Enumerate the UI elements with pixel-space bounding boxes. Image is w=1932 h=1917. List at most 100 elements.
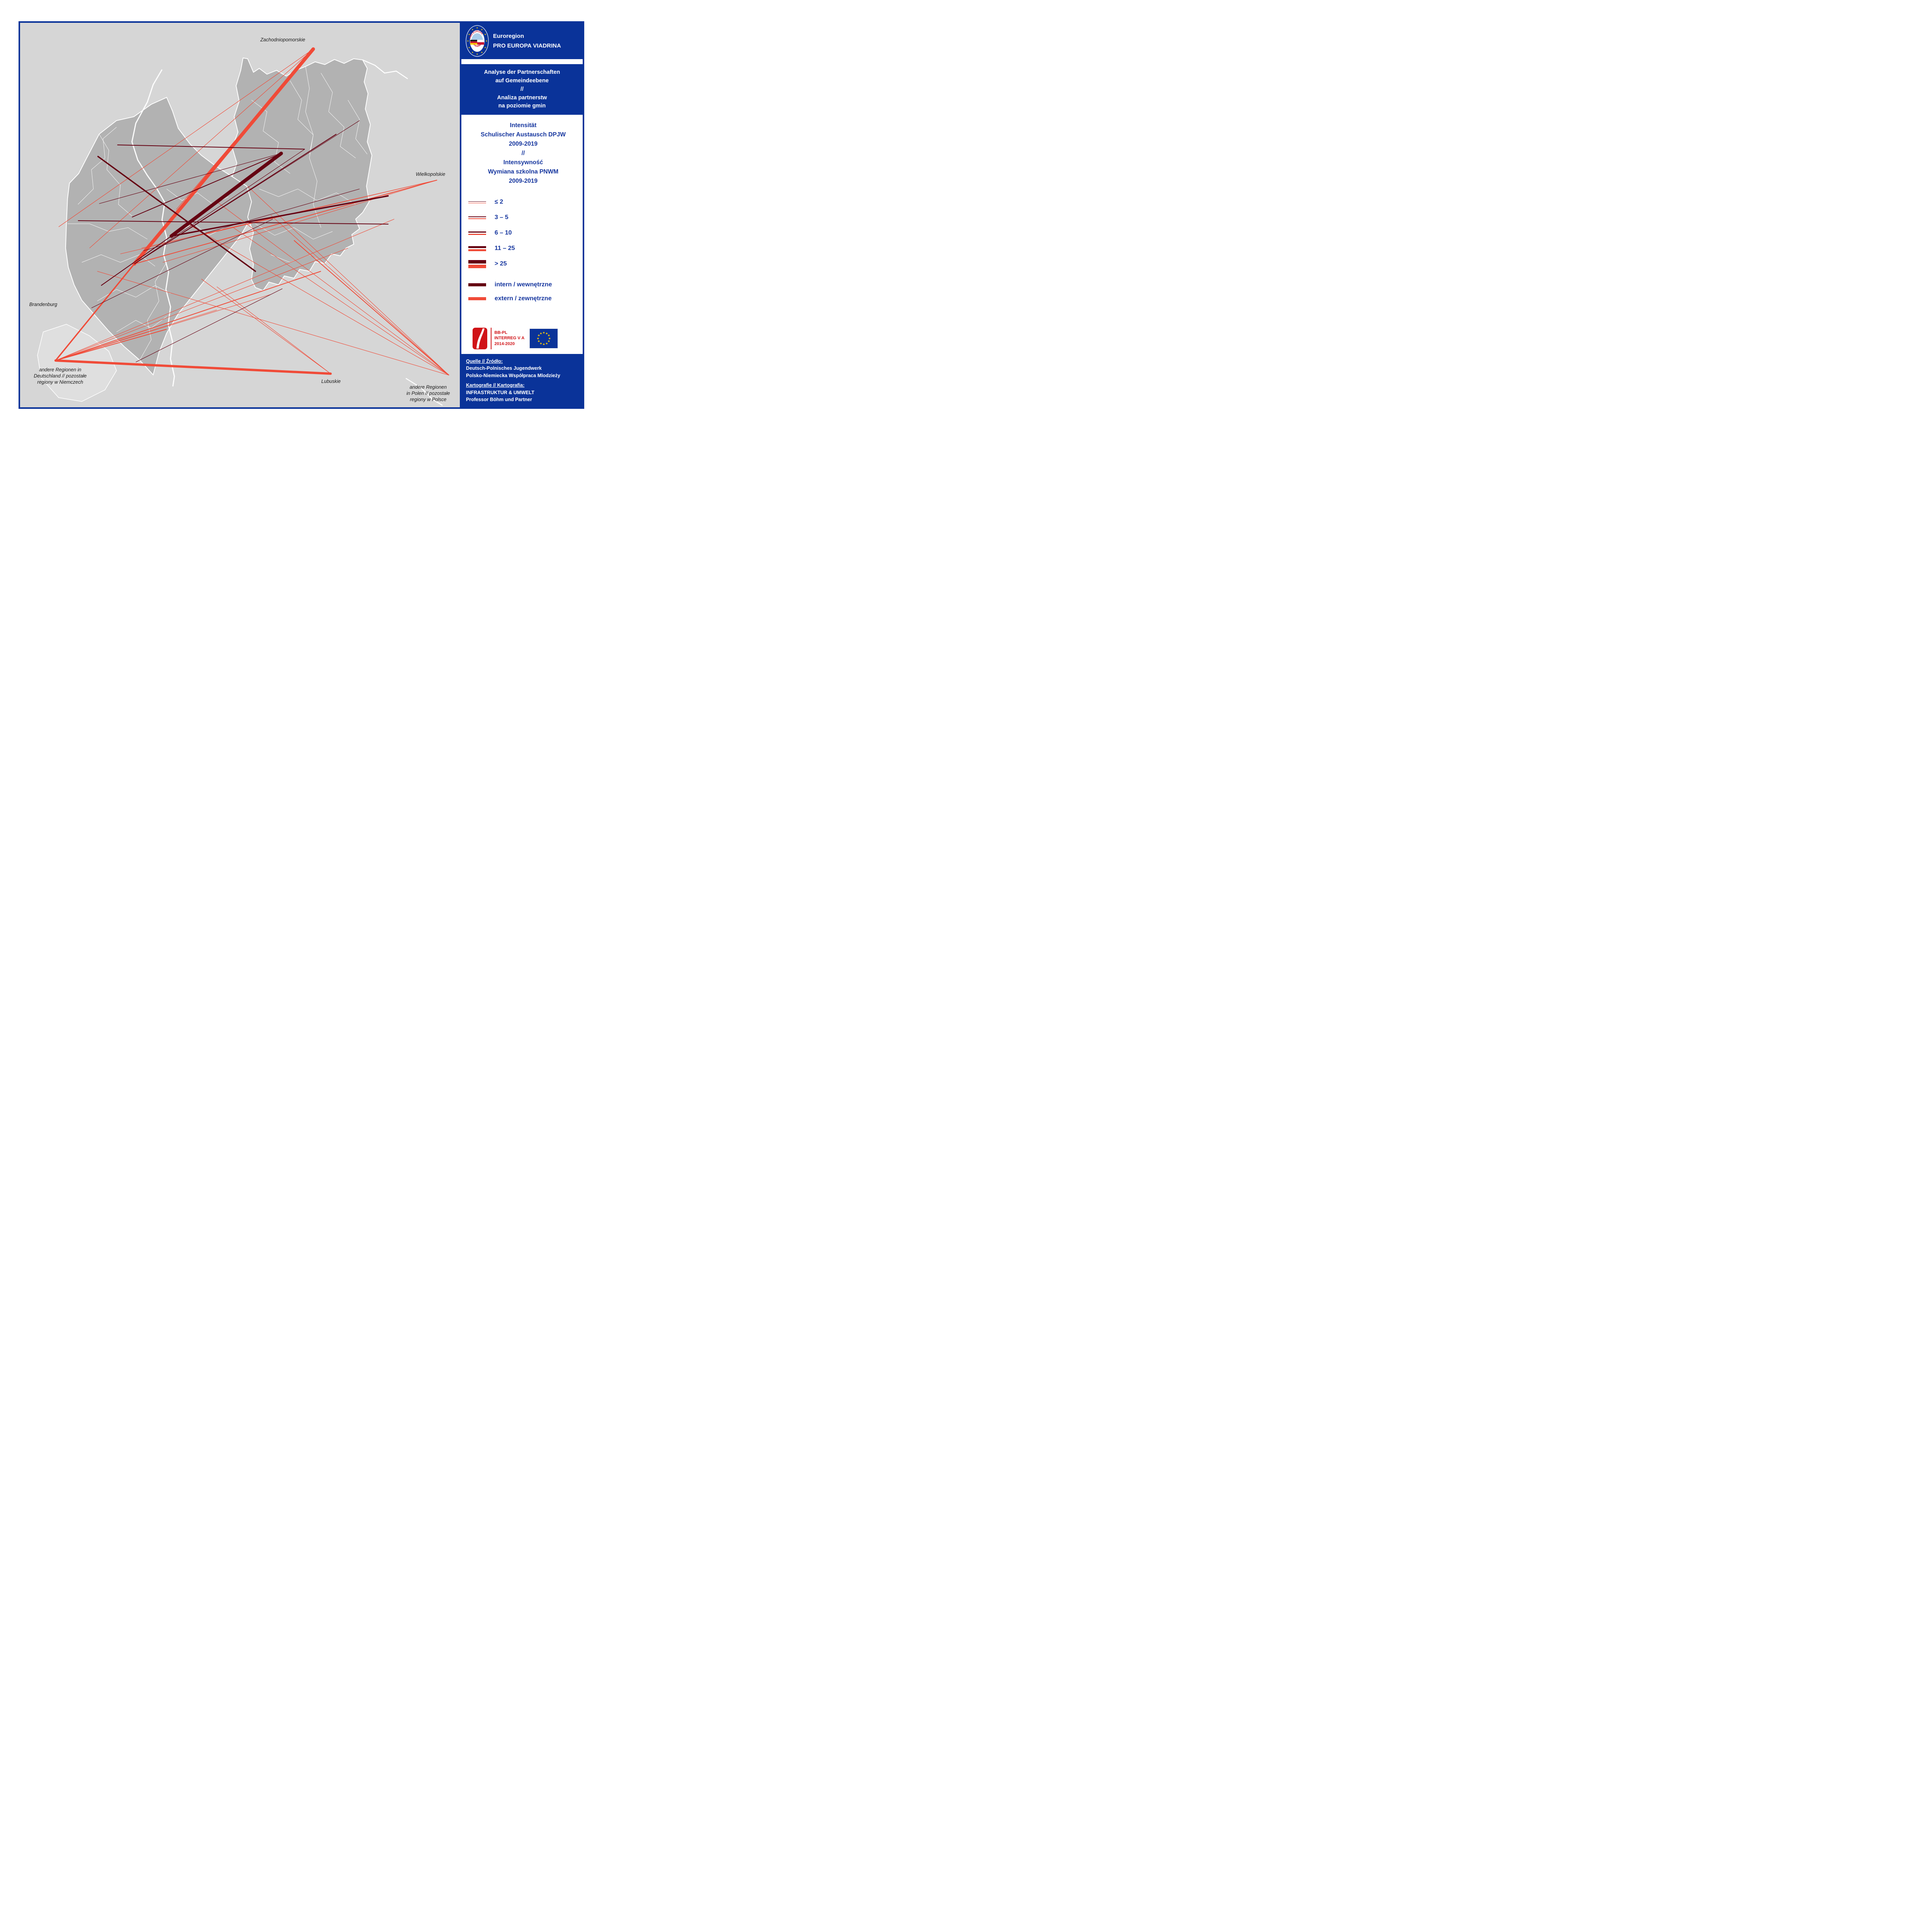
municipality-borders [67, 66, 367, 361]
legend-swatch-class5-icon [468, 260, 486, 268]
title-line: 2009-2019 [509, 141, 538, 148]
title-block: Intensität Schulischer Austausch DPJW 20… [468, 121, 578, 186]
logo-star-icon: ★ [481, 29, 483, 31]
connection-line-extern [58, 49, 313, 227]
connection-line-extern [232, 226, 449, 376]
map-svg [37, 47, 449, 406]
source-heading-quelle: Quelle // Źródło: [466, 358, 503, 364]
analyse-line: Analiza partnerstw [497, 94, 547, 101]
logo-star-icon: ★ [484, 33, 486, 36]
brandenburg-label: Brandenburg [29, 302, 58, 307]
connection-line-extern [194, 180, 437, 237]
connection-line-extern [132, 47, 315, 266]
eu-star-icon: ★ [547, 339, 550, 343]
legend-row-extern: extern / zewnętrzne [468, 293, 578, 305]
logo-star-icon: ★ [468, 46, 470, 49]
analyse-block: Analyse der Partnerschaften auf Gemeinde… [461, 64, 583, 115]
title-line: 2009-2019 [509, 178, 538, 185]
connection-line-extern [294, 240, 449, 376]
interreg-line3: 2014-2020 [494, 342, 515, 347]
connection-line-intern [101, 236, 172, 286]
eu-star-icon: ★ [537, 333, 540, 337]
source-block: Quelle // Źródło: Deutsch-Polnisches Jug… [461, 354, 583, 407]
connection-line-extern [55, 248, 348, 361]
interreg-icon [473, 327, 487, 349]
eu-star-icon: ★ [536, 337, 539, 340]
connection-line-intern [134, 120, 360, 264]
lubuskie-label: Lubuskie [321, 379, 341, 384]
eu-star-icon: ★ [542, 331, 545, 335]
legend-swatch-class1-icon [468, 201, 486, 203]
title-line: // [521, 150, 525, 157]
connection-line-extern [89, 49, 314, 248]
connection-line-intern [132, 153, 282, 218]
analyse-line: Analyse der Partnerschaften [484, 69, 560, 76]
legend: ≤ 2 3 – 5 6 – 10 [468, 194, 578, 305]
connection-line-extern [216, 286, 331, 374]
legend-label: 6 – 10 [495, 230, 512, 236]
logo-star-icon: ★ [481, 51, 483, 54]
extern-swatch-icon [468, 297, 486, 301]
connection-line-extern [247, 186, 449, 376]
connection-line-intern [99, 153, 281, 204]
connection-line-extern [55, 294, 271, 361]
connection-line-intern [134, 149, 305, 264]
connection-line-intern [97, 156, 256, 272]
border-northeast [362, 59, 408, 80]
eu-star-icon: ★ [545, 342, 548, 345]
header-title: Euroregion PRO EUROPA VIADRINA [493, 31, 561, 51]
legend-row-class1: ≤ 2 [468, 194, 578, 210]
connection-line-intern [136, 288, 283, 362]
eu-star-icon: ★ [548, 337, 551, 340]
map-area: Zachodniopomorskie Wielkopolskie Brandenbu… [20, 23, 460, 407]
sidebar-header: ★ ★ ★ ★ ★ ★ ★ ★ ★ ★ ★ ★ PRO EUROPA VIADRINA Euroreg… [461, 23, 583, 60]
source-line: Deutsch-Polnisches Jugendwerk [466, 366, 542, 371]
eu-star-icon: ★ [545, 332, 548, 335]
analyse-line: auf Gemeindeebene [495, 78, 549, 84]
andere-regionen-deutschland-label: andere Regionen in Deutschland // pozosta… [34, 367, 87, 385]
extern-label: extern / zewnętrzne [495, 295, 552, 302]
connection-line-intern [169, 151, 283, 238]
logo-star-icon: ★ [471, 51, 473, 54]
region-west-lobe [65, 97, 256, 376]
title-line: Schulischer Austausch DPJW [481, 131, 566, 138]
connection-line-extern [185, 223, 449, 376]
sidebar-main: Intensität Schulischer Austausch DPJW 20… [461, 115, 583, 323]
legend-swatch-class3-icon [468, 231, 486, 235]
legend-label: > 25 [495, 260, 507, 267]
logo-star-icon: ★ [485, 40, 487, 43]
legend-swatch-class2-icon [468, 216, 486, 219]
legend-label: ≤ 2 [495, 199, 503, 206]
logo-star-icon: ★ [476, 27, 478, 29]
title-line: Intensywność [503, 159, 543, 166]
legend-row-class2: 3 – 5 [468, 210, 578, 225]
sidebar-gap [461, 59, 583, 65]
svg-text:VIADRINA: VIADRINA [473, 43, 482, 48]
legend-row-class4: 11 – 25 [468, 241, 578, 256]
connection-line-intern [143, 189, 360, 251]
header-line1: Euroregion [493, 32, 524, 39]
legend-label: 11 – 25 [495, 245, 515, 252]
legend-label: 3 – 5 [495, 214, 509, 221]
intern-swatch-icon [468, 283, 486, 287]
source-line: Professor Böhm und Partner [466, 397, 532, 403]
zachodniopomorskie-label: Zachodniopomorskie [260, 37, 305, 43]
connection-line-extern [176, 49, 314, 210]
analyse-line: na poziomie gmin [498, 103, 546, 109]
connection-line-extern [54, 359, 332, 375]
logo-star-icon: ★ [476, 53, 478, 56]
eu-flag-icon: ★ ★ ★ ★ ★ ★ ★ ★ ★ ★ ★ ★ [529, 328, 558, 349]
connection-line-extern [270, 215, 449, 376]
logos-row: BB-PL INTERREG V A 2014-2020 ★ ★ ★ ★ ★ ★ ★ ★ ★ ★ ★… [461, 323, 583, 354]
source-heading-karto: Kartografie // Kartografia: [466, 382, 525, 388]
connection-line-intern [117, 145, 305, 150]
legend-row-class5: > 25 [468, 256, 578, 272]
header-line2: PRO EUROPA VIADRINA [493, 43, 561, 49]
interreg-line1: BB-PL [494, 330, 508, 335]
connection-line-intern [78, 220, 389, 225]
logo-star-icon: ★ [484, 46, 486, 49]
connection-line-extern [55, 219, 395, 361]
legend-row-class3: 6 – 10 [468, 225, 578, 241]
title-line: Intensität [510, 122, 537, 129]
map-frame: Zachodniopomorskie Wielkopolskie Brandenbu… [19, 21, 584, 409]
